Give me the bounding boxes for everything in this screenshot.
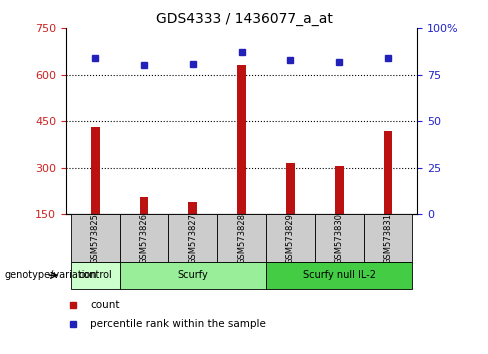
- Bar: [120, 262, 266, 289]
- Text: GSM573828: GSM573828: [237, 212, 246, 264]
- Bar: [120, 214, 168, 262]
- Text: GSM573829: GSM573829: [286, 213, 295, 263]
- Text: GSM573827: GSM573827: [188, 212, 197, 264]
- Bar: [286, 163, 295, 214]
- Bar: [384, 131, 392, 214]
- Bar: [266, 262, 412, 289]
- Bar: [140, 197, 148, 214]
- Text: GSM573830: GSM573830: [335, 212, 344, 264]
- Text: GDS4333 / 1436077_a_at: GDS4333 / 1436077_a_at: [156, 12, 332, 27]
- Bar: [335, 166, 344, 214]
- Text: Scurfy: Scurfy: [177, 270, 208, 280]
- Bar: [315, 214, 364, 262]
- Bar: [266, 214, 315, 262]
- Bar: [71, 262, 120, 289]
- Text: control: control: [78, 270, 112, 280]
- Text: Scurfy null IL-2: Scurfy null IL-2: [303, 270, 376, 280]
- Text: genotype/variation: genotype/variation: [5, 270, 98, 280]
- Bar: [168, 214, 217, 262]
- Bar: [71, 214, 120, 262]
- Text: GSM573831: GSM573831: [384, 212, 392, 264]
- Bar: [217, 214, 266, 262]
- Text: GSM573825: GSM573825: [91, 213, 100, 263]
- Text: percentile rank within the sample: percentile rank within the sample: [90, 319, 266, 329]
- Text: count: count: [90, 300, 120, 310]
- Bar: [237, 65, 246, 214]
- Bar: [91, 127, 100, 214]
- Bar: [188, 202, 197, 214]
- Bar: [364, 214, 412, 262]
- Text: GSM573826: GSM573826: [140, 212, 148, 264]
